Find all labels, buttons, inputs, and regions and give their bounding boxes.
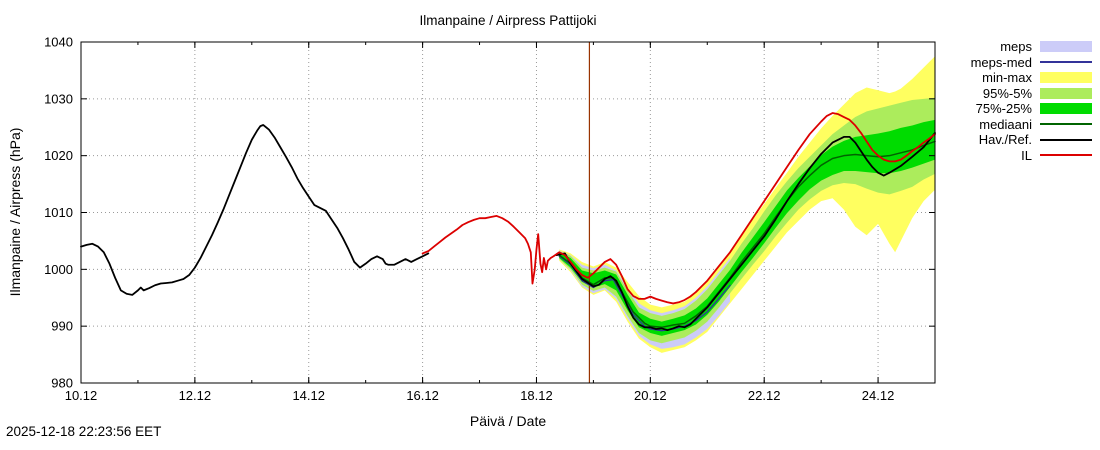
x-axis-label: Päivä / Date — [469, 413, 547, 429]
legend-item: 95%-5% — [971, 87, 1092, 100]
legend-item: 75%-25% — [971, 102, 1092, 115]
legend-label: Hav./Ref. — [978, 132, 1032, 147]
x-tick-label: 22.12 — [748, 388, 781, 403]
x-tick-label: 16.12 — [406, 388, 439, 403]
chart-title: Ilmanpaine / Airpress Pattijoki — [419, 13, 597, 28]
y-tick-label: 1040 — [44, 35, 73, 50]
legend: meps meps-med min-max 95%-5% 75%-25% mediaani… — [971, 40, 1092, 162]
x-tick-label: 18.12 — [520, 388, 553, 403]
legend-item: mediaani — [971, 118, 1092, 131]
legend-label: IL — [1021, 147, 1032, 163]
line-meps-med — [558, 255, 731, 332]
band-min-max — [559, 56, 935, 353]
legend-swatch-line — [1040, 138, 1092, 141]
legend-item: IL — [971, 149, 1092, 162]
generated-timestamp: 2025-12-18 22:23:56 EET — [6, 424, 162, 439]
y-tick-label: 1030 — [44, 91, 73, 106]
legend-swatch-band — [1040, 72, 1092, 83]
x-tick-label: 10.12 — [65, 388, 98, 403]
y-tick-label: 1000 — [44, 262, 73, 277]
legend-label: 75%-25% — [975, 101, 1032, 116]
legend-item: meps — [971, 40, 1092, 53]
legend-swatch-band — [1040, 41, 1092, 52]
y-tick-label: 1010 — [44, 205, 73, 220]
x-tick-label: 14.12 — [292, 388, 325, 403]
x-tick-label: 12.12 — [179, 388, 212, 403]
y-tick-label: 990 — [51, 319, 73, 334]
y-tick-label: 980 — [51, 376, 73, 391]
band-75%-25% — [559, 119, 935, 336]
line-havainto-ref — [555, 132, 936, 332]
legend-swatch-line — [1040, 123, 1092, 125]
y-tick-label: 1020 — [44, 148, 73, 163]
x-tick-label: 24.12 — [862, 388, 895, 403]
legend-label: meps-med — [970, 54, 1032, 70]
legend-swatch-band — [1040, 103, 1092, 114]
x-tick-label: 20.12 — [634, 388, 667, 403]
y-axis-label: Ilmanpaine / Airpress (hPa) — [7, 127, 23, 297]
line-IL — [421, 112, 936, 305]
legend-swatch-line — [1040, 61, 1092, 63]
legend-item: meps-med — [971, 56, 1092, 69]
line-havainto-obs — [80, 124, 430, 296]
legend-label: min-max — [982, 70, 1032, 85]
legend-item: Hav./Ref. — [971, 133, 1092, 146]
legend-label: meps — [1000, 39, 1032, 54]
legend-swatch-line — [1040, 154, 1092, 156]
legend-label: 95%-5% — [982, 85, 1032, 101]
legend-item: min-max — [971, 71, 1092, 84]
legend-swatch-band — [1040, 87, 1092, 99]
legend-label: mediaani — [979, 116, 1032, 132]
